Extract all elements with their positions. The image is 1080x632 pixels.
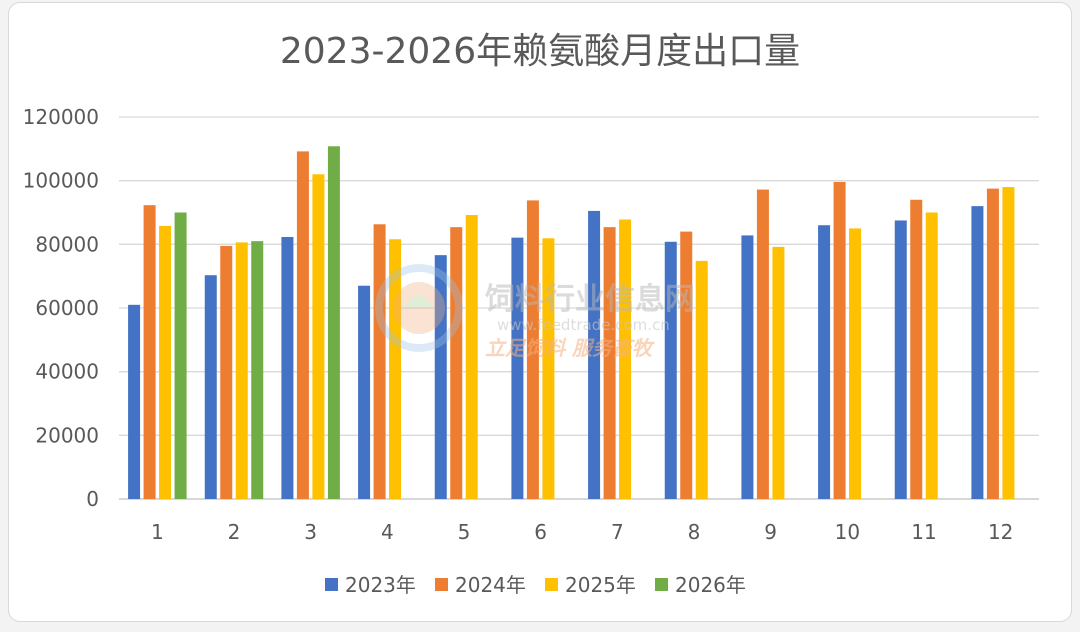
bar-2023年-12 — [971, 206, 984, 499]
legend-swatch — [325, 578, 338, 591]
legend: 2023年 2024年 2025年 2026年 — [325, 573, 746, 597]
watermark: 饲料行业信息网 www.feedtrade.com.cn 立足饲料 服务畜牧 — [375, 264, 695, 360]
grid-layer — [119, 116, 1039, 500]
x-tick-label: 10 — [835, 520, 860, 544]
bar-2024年-1 — [143, 205, 156, 499]
bar-2025年-5 — [465, 215, 478, 499]
x-tick-label: 11 — [911, 520, 936, 544]
legend-swatch — [545, 578, 558, 591]
bar-2026年-2 — [251, 241, 264, 499]
watermark-url: www.feedtrade.com.cn — [497, 316, 670, 334]
bar-2025年-4 — [389, 239, 402, 500]
bar-2024年-11 — [910, 199, 923, 499]
y-tick-label: 80000 — [35, 232, 99, 256]
x-tick-label: 7 — [611, 520, 624, 544]
x-tick-label: 2 — [228, 520, 241, 544]
x-tick-label: 6 — [534, 520, 547, 544]
bar-2023年-5 — [434, 255, 447, 499]
x-tick-label: 4 — [381, 520, 394, 544]
bar-2025年-11 — [925, 212, 938, 499]
bar-2023年-4 — [358, 285, 371, 499]
chart-title: 2023-2026年赖氨酸月度出口量 — [280, 31, 800, 72]
bar-2023年-1 — [128, 304, 141, 499]
x-tick-label: 8 — [688, 520, 701, 544]
bar-2024年-10 — [833, 181, 846, 499]
y-tick-label: 40000 — [35, 360, 99, 384]
x-tick-label: 9 — [764, 520, 777, 544]
y-tick-label: 0 — [86, 487, 99, 511]
bar-2024年-4 — [373, 224, 386, 500]
x-tick-label: 3 — [304, 520, 317, 544]
x-tick-label: 12 — [988, 520, 1013, 544]
bar-2025年-10 — [849, 228, 862, 499]
legend-swatch — [435, 578, 448, 591]
bar-2023年-2 — [204, 275, 217, 499]
watermark-name: 饲料行业信息网 — [484, 282, 695, 317]
bar-2023年-9 — [741, 235, 754, 500]
bar-2024年-3 — [296, 151, 309, 499]
x-tick-label: 5 — [458, 520, 471, 544]
bar-2024年-5 — [450, 227, 463, 500]
y-tick-label: 60000 — [35, 296, 99, 320]
bar-2026年-1 — [174, 212, 187, 499]
bar-2025年-2 — [235, 242, 248, 499]
legend-label: 2026年 — [675, 573, 746, 597]
bar-2024年-8 — [680, 231, 693, 499]
x-tick-label: 1 — [151, 520, 164, 544]
y-tick-label: 100000 — [23, 169, 99, 193]
bar-2024年-6 — [526, 200, 539, 500]
legend-label: 2023年 — [345, 573, 416, 597]
bar-2023年-8 — [664, 241, 677, 499]
legend-label: 2024年 — [455, 573, 526, 597]
bar-2023年-6 — [511, 237, 524, 500]
bar-2025年-9 — [772, 246, 785, 499]
bar-2023年-3 — [281, 237, 294, 500]
bar-2025年-3 — [312, 174, 325, 500]
chart-svg: 2023-2026年赖氨酸月度出口量 饲料行业信息网 www.feedtrade… — [23, 31, 1039, 597]
legend-swatch — [655, 578, 668, 591]
bar-2024年-12 — [986, 188, 999, 499]
bar-2025年-12 — [1002, 187, 1015, 500]
y-tick-label: 20000 — [35, 423, 99, 447]
bar-2025年-7 — [619, 219, 632, 499]
bar-2025年-1 — [159, 225, 172, 499]
bar-2026年-3 — [327, 146, 340, 499]
bar-2024年-2 — [220, 245, 233, 499]
chart-card: 2023-2026年赖氨酸月度出口量 饲料行业信息网 www.feedtrade… — [8, 2, 1072, 622]
bar-2025年-6 — [542, 238, 555, 499]
watermark-logo-icon — [375, 264, 463, 352]
bar-2023年-10 — [818, 225, 831, 499]
y-tick-label: 120000 — [23, 105, 99, 129]
bar-2023年-7 — [588, 210, 601, 500]
legend-label: 2025年 — [565, 573, 636, 597]
bars-layer — [128, 146, 1015, 500]
bar-2023年-11 — [894, 220, 907, 500]
bar-2025年-8 — [695, 260, 708, 499]
watermark-slogan: 立足饲料 服务畜牧 — [485, 336, 655, 360]
bar-2024年-7 — [603, 227, 616, 500]
bar-2024年-9 — [756, 189, 769, 499]
